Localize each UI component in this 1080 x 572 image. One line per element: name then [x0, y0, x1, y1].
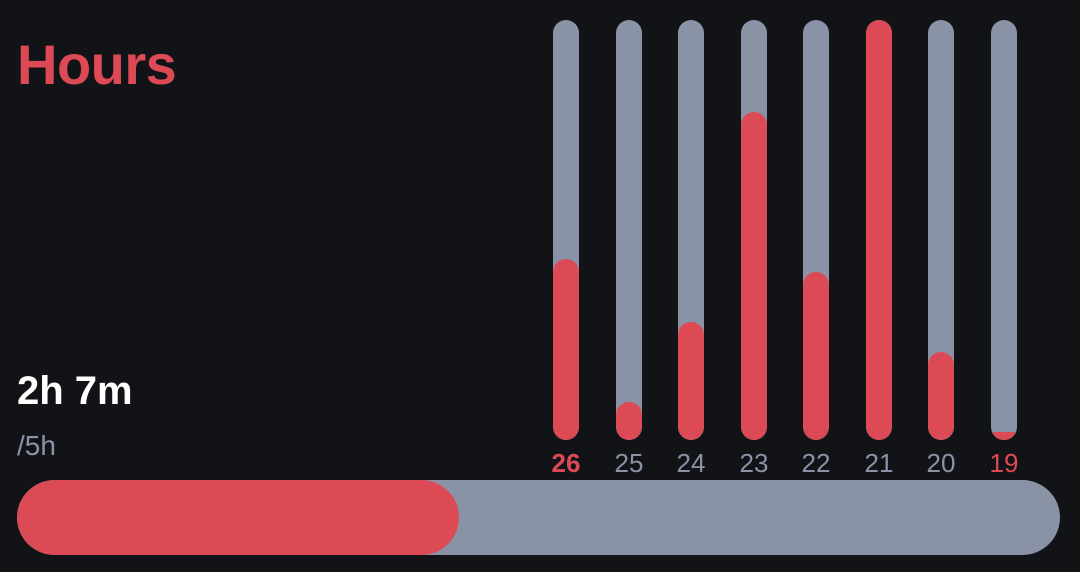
day-bar-fill-21 — [866, 20, 892, 440]
day-bar-26[interactable] — [553, 20, 579, 440]
daily-progress-fill — [17, 480, 459, 555]
day-label-25: 25 — [614, 448, 644, 478]
day-bar-23[interactable] — [741, 20, 767, 440]
day-bar-fill-25 — [616, 402, 642, 440]
card-title: Hours — [17, 33, 177, 96]
daily-bars: 26 25 24 23 22 21 20 19 — [551, 20, 1019, 478]
day-label-22: 22 — [801, 448, 831, 478]
day-bar-21[interactable] — [866, 20, 892, 440]
day-label-20: 20 — [926, 448, 956, 478]
day-bar-20[interactable] — [928, 20, 954, 440]
day-label-24: 24 — [676, 448, 706, 478]
day-label-23: 23 — [739, 448, 769, 478]
daily-progress-bar — [17, 480, 1060, 555]
day-bar-fill-24 — [678, 322, 704, 440]
day-bar-25[interactable] — [616, 20, 642, 440]
day-bar-24[interactable] — [678, 20, 704, 440]
day-bar-fill-22 — [803, 272, 829, 440]
day-label-21: 21 — [864, 448, 894, 478]
progress-value: 2h 7m — [17, 369, 133, 413]
day-label-19: 19 — [989, 448, 1019, 478]
day-bar-fill-19 — [991, 431, 1017, 440]
day-bar-fill-26 — [553, 259, 579, 440]
day-bar-22[interactable] — [803, 20, 829, 440]
day-label-26: 26 — [551, 448, 581, 478]
day-bar-fill-23 — [741, 112, 767, 440]
day-bar-fill-20 — [928, 351, 954, 440]
day-bar-19[interactable] — [991, 20, 1017, 440]
progress-goal: /5h — [17, 430, 56, 461]
